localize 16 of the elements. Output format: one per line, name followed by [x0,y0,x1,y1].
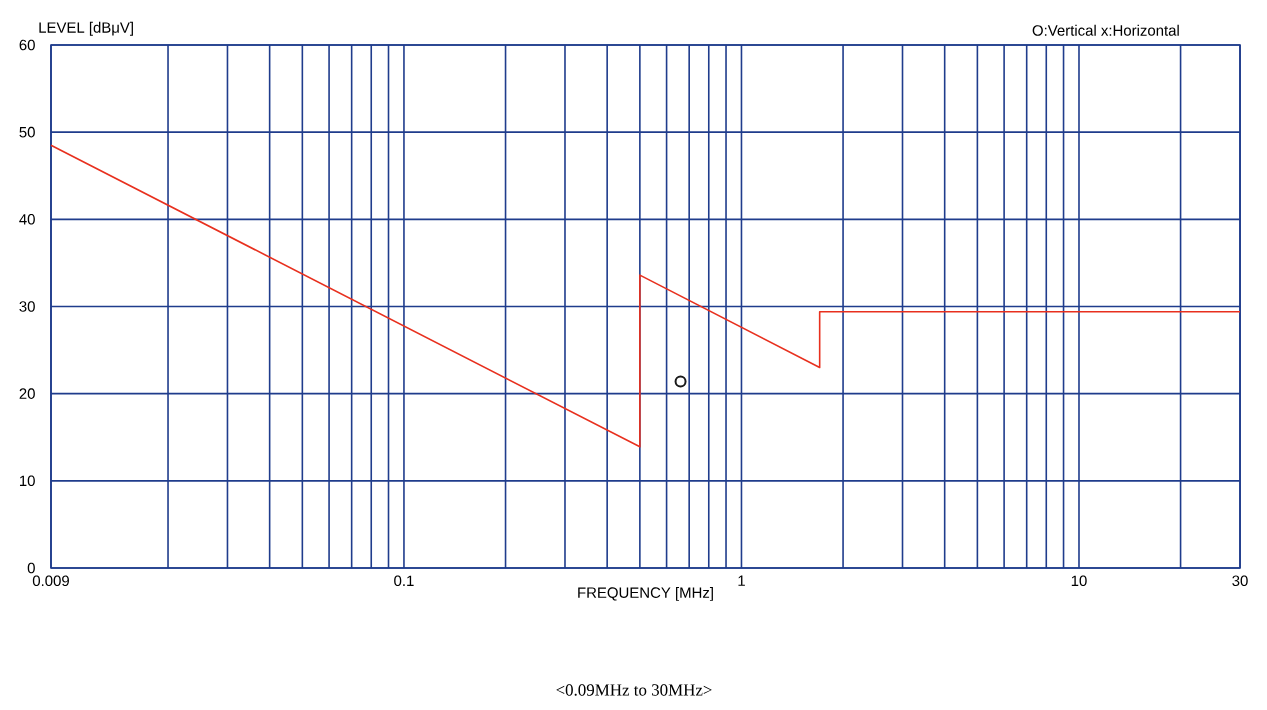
x-tick-label: 0.1 [394,575,414,587]
x-tick-label: 0.009 [32,575,69,587]
y-tick-label: 40 [19,214,35,225]
text: <0.09MHz to 30MHz> [556,684,712,696]
x-tick-label: 30 [1232,575,1248,587]
x-tick-label: 10 [1071,575,1087,587]
x-axis-title: FREQUENCY [MHz] [578,586,713,601]
text: O:Vertical x:Horizontal [1032,24,1179,36]
y-axis-title: LEVEL [dBμV] [39,21,133,36]
y-tick-label: 0 [27,562,35,574]
y-tick-label: 60 [19,39,35,51]
y-tick-label: 10 [19,475,35,487]
x-tick-label: 1 [738,575,745,586]
y-tick-label: 50 [19,126,35,138]
y-tick-label: 30 [19,301,35,312]
y-tick-label: 20 [19,388,35,399]
